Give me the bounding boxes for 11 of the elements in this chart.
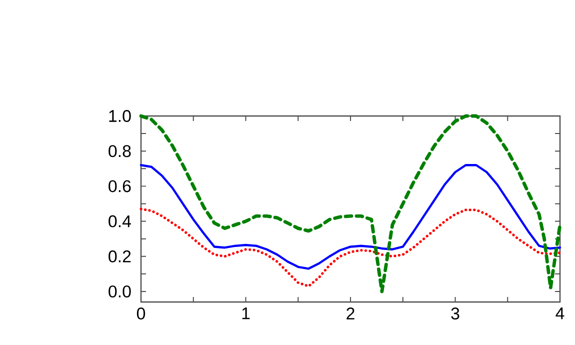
x-tick-label: 4 <box>556 308 564 320</box>
y-tick-label: 0.2 <box>108 250 131 262</box>
x-tick-label: 3 <box>451 308 460 320</box>
y-tick-label: 0.6 <box>108 180 131 192</box>
y-tick-label: 0.4 <box>108 215 131 228</box>
x-tick-label: 0 <box>136 308 146 320</box>
y-tick-label: 1.0 <box>109 110 131 122</box>
x-tick-label: 2 <box>346 308 354 320</box>
x-tick-label: 1 <box>242 308 250 320</box>
y-tick-label: 0.8 <box>108 145 131 158</box>
y-tick-label: 0.0 <box>108 285 131 298</box>
